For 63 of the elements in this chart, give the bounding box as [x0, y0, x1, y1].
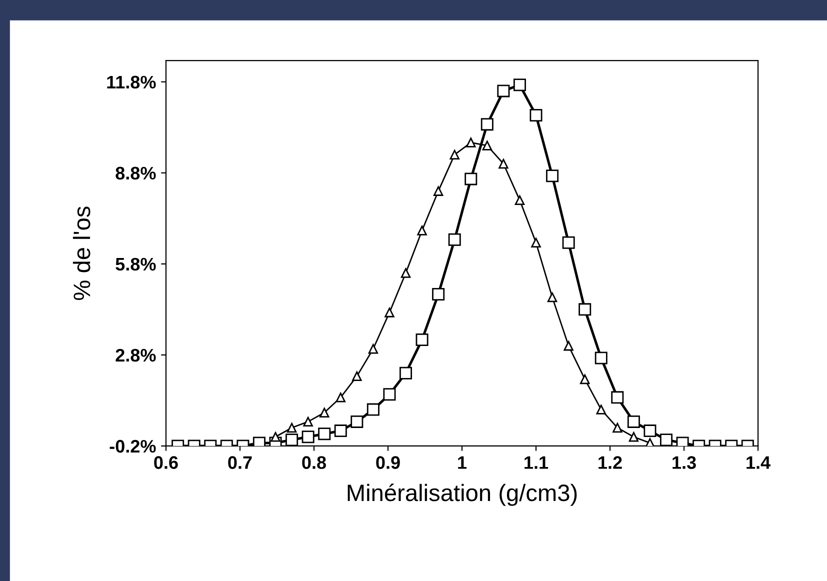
x-axis-title: Minéralisation (g/cm3) [348, 484, 577, 506]
point [303, 416, 313, 427]
x-tick-label: 1 [458, 456, 467, 469]
y-axis-title: % de l'os [72, 206, 90, 300]
y-tick-label: 11.8% [107, 76, 156, 89]
point [286, 422, 297, 433]
point [580, 374, 590, 384]
x-tick-label: 0.7 [228, 456, 252, 469]
point [547, 292, 558, 302]
point [578, 303, 592, 316]
point [368, 344, 378, 354]
x-tick-label: 1.3 [672, 456, 696, 469]
point [400, 268, 411, 278]
point [334, 424, 347, 438]
x-tick-label: 0.8 [302, 456, 326, 469]
x-tick-label: 1.1 [524, 456, 548, 469]
point [498, 158, 508, 169]
point [432, 288, 445, 301]
point [416, 334, 428, 346]
point [464, 172, 478, 186]
point [612, 422, 622, 433]
point [433, 186, 444, 196]
y-tick-label: 8.8% [116, 166, 156, 180]
point [319, 408, 330, 418]
x-tick-label: 1.2 [598, 456, 622, 469]
y-tick-label: -0.2% [110, 440, 156, 453]
point [564, 340, 574, 351]
point [497, 84, 510, 98]
point [400, 366, 412, 380]
point [336, 392, 346, 402]
point [562, 236, 575, 249]
point [352, 371, 362, 382]
point [594, 352, 608, 364]
point [530, 108, 542, 122]
point [514, 195, 525, 206]
point [628, 432, 639, 442]
point [302, 430, 314, 444]
point [417, 226, 427, 236]
y-tick-label: 5.8% [116, 258, 156, 271]
y-tick-label: 2.8% [116, 348, 156, 362]
point [482, 140, 492, 150]
x-tick-label: 1.4 [746, 456, 770, 469]
point [546, 170, 559, 182]
point [531, 238, 541, 248]
point [450, 150, 460, 160]
x-tick-label: 0.6 [154, 456, 178, 469]
point [286, 434, 298, 446]
point [644, 424, 656, 438]
point [384, 308, 394, 318]
point [660, 434, 673, 446]
point [318, 428, 331, 440]
point [270, 432, 280, 442]
point [596, 404, 606, 414]
point [466, 138, 476, 148]
point [513, 78, 526, 92]
x-tick-label: 0.9 [376, 456, 400, 469]
point [448, 233, 461, 246]
point [480, 118, 494, 131]
point [383, 388, 396, 401]
point [611, 391, 624, 404]
point [350, 415, 364, 428]
point [627, 415, 640, 428]
point [366, 403, 380, 416]
